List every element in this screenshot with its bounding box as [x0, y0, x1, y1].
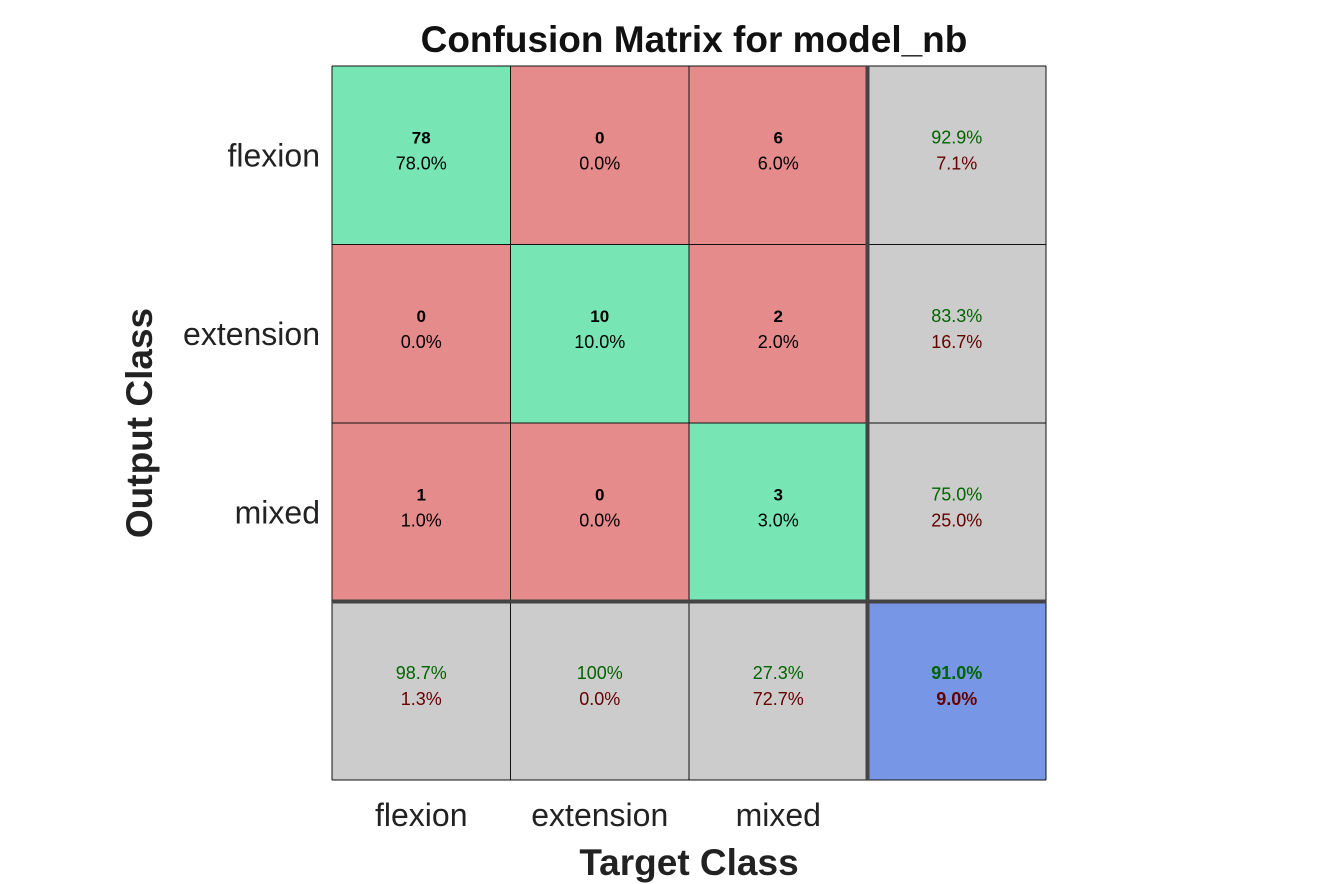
row-summary-cell: [867, 244, 1046, 423]
y-tick-label: flexion: [228, 137, 321, 173]
cell-count: 0: [595, 128, 604, 147]
x-tick-label: flexion: [375, 797, 468, 833]
x-axis-label: Target Class: [579, 842, 798, 883]
col-recall: 27.3%: [753, 663, 804, 683]
cell-percent: 6.0%: [758, 153, 799, 173]
row-precision: 75.0%: [931, 484, 982, 504]
row-error: 25.0%: [931, 510, 982, 530]
y-axis-label: Output Class: [119, 308, 160, 538]
overall-accuracy-cell: [867, 601, 1046, 780]
cell-percent: 0.0%: [579, 510, 620, 530]
cell-count: 2: [774, 307, 783, 326]
matrix-cell: [332, 244, 511, 423]
col-summary-cell: [689, 601, 868, 780]
cell-count: 0: [595, 485, 604, 504]
cell-percent: 10.0%: [574, 332, 625, 352]
cell-count: 10: [590, 307, 609, 326]
row-summary-cell: [867, 423, 1046, 602]
matrix-cell: [510, 66, 689, 245]
matrix-cell: [689, 66, 868, 245]
matrix-cell: [510, 423, 689, 602]
x-tick-label: mixed: [736, 797, 821, 833]
cell-percent: 2.0%: [758, 332, 799, 352]
y-tick-label: extension: [183, 316, 320, 352]
matrix-cell: [689, 423, 868, 602]
col-error: 72.7%: [753, 689, 804, 709]
matrix-labels: flexion flexion extension extension mixed mix…: [183, 137, 821, 833]
col-recall: 100%: [577, 663, 623, 683]
row-precision: 83.3%: [931, 306, 982, 326]
cell-count: 1: [417, 485, 426, 504]
x-tick-label: extension: [531, 797, 668, 833]
cell-count: 78: [412, 128, 431, 147]
overall-accuracy: 91.0%: [931, 663, 982, 683]
row-summary-cell: [867, 66, 1046, 245]
chart-title: Confusion Matrix for model_nb: [421, 19, 968, 60]
row-error: 16.7%: [931, 332, 982, 352]
row-error: 7.1%: [936, 153, 977, 173]
matrix-cell: [332, 66, 511, 245]
cell-count: 6: [774, 128, 783, 147]
matrix-cell: [332, 423, 511, 602]
row-precision: 92.9%: [931, 127, 982, 147]
matrix-cell: [689, 244, 868, 423]
matrix-cell: [510, 244, 689, 423]
col-summary-cell: [332, 601, 511, 780]
cell-count: 3: [774, 485, 783, 504]
cell-percent: 3.0%: [758, 510, 799, 530]
cell-percent: 0.0%: [401, 332, 442, 352]
col-error: 0.0%: [579, 689, 620, 709]
cell-percent: 1.0%: [401, 510, 442, 530]
cell-percent: 78.0%: [396, 153, 447, 173]
cell-count: 0: [417, 307, 426, 326]
y-tick-label: mixed: [235, 494, 320, 530]
matrix-cells: 78 78.0% 0 0.0% 6 6.0% 0 0.0% 10 10.0% 2 2.0% 1 1.0% 0…: [332, 66, 1046, 780]
col-recall: 98.7%: [396, 663, 447, 683]
cell-percent: 0.0%: [579, 153, 620, 173]
col-error: 1.3%: [401, 689, 442, 709]
col-summary-cell: [510, 601, 689, 780]
matrix-grid: [331, 65, 1047, 781]
overall-error: 9.0%: [936, 689, 977, 709]
